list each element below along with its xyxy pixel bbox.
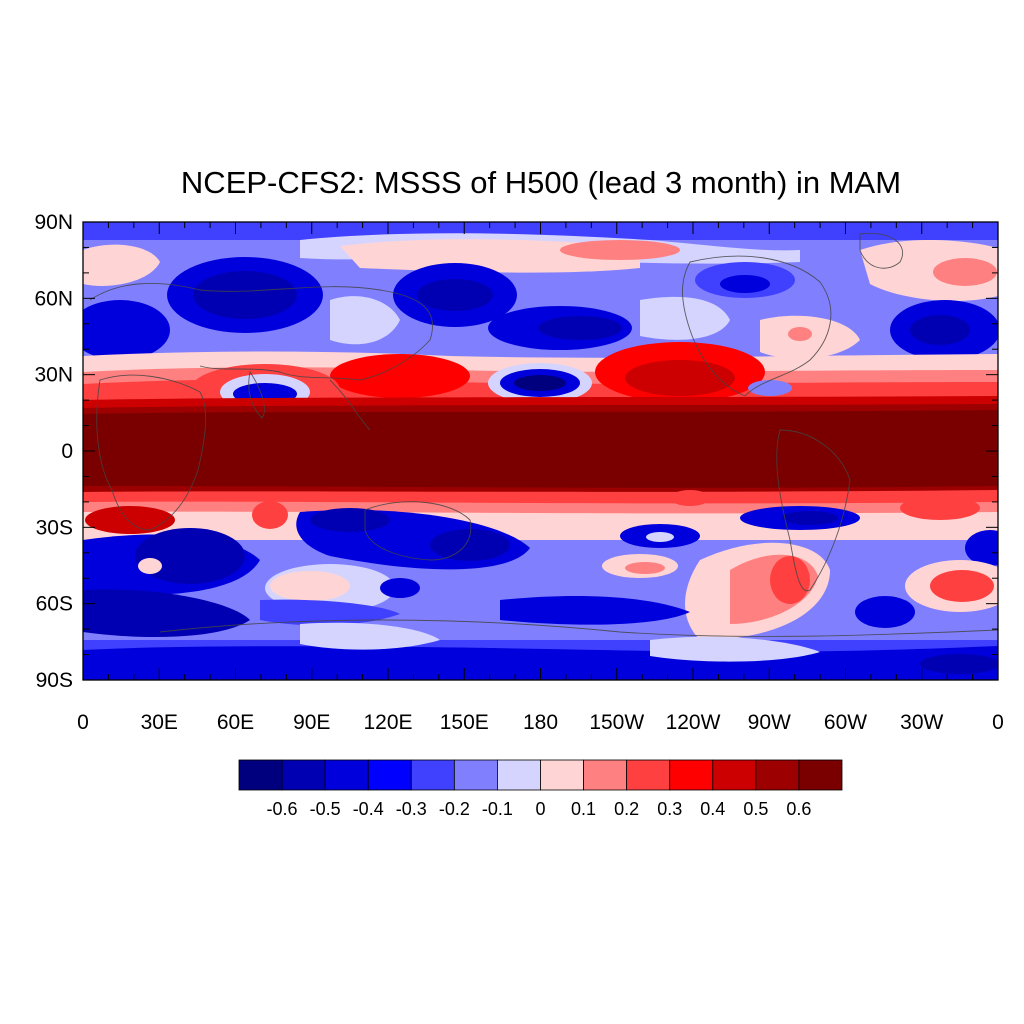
colorbar-label: 0.5	[743, 799, 768, 819]
colorbar-label: 0.4	[700, 799, 725, 819]
colorbar-swatch	[410, 759, 455, 791]
colorbar-swatch	[626, 759, 671, 791]
colorbar-swatch	[497, 759, 541, 791]
latitude-axis: 90N 60N 30N 0 30S 60S 90S	[34, 211, 998, 692]
lat-tick-label: 60N	[34, 287, 73, 310]
coastlines	[89, 232, 998, 637]
lon-tick-label: 90E	[293, 711, 330, 734]
lat-tick-label: 0	[61, 440, 73, 463]
colorbar-swatch	[712, 759, 757, 791]
colorbar-swatch	[755, 759, 800, 791]
colorbar-swatch	[281, 759, 326, 791]
colorbar-label: -0.2	[439, 799, 470, 819]
longitude-axis: 0 30E 60E 90E 120E 150E 180 150W 120W 90W 60W 30W 0	[77, 222, 1004, 734]
colorbar-label: -0.4	[353, 799, 384, 819]
lon-tick-label: 60W	[824, 711, 867, 734]
lon-tick-label: 120E	[363, 711, 412, 734]
colorbar-label: 0.1	[571, 799, 596, 819]
colorbar-swatch	[669, 759, 714, 791]
colorbar-swatch	[453, 759, 498, 791]
colorbar-swatch	[798, 759, 843, 791]
lat-tick-label: 30S	[36, 516, 73, 539]
colorbar-swatch	[367, 759, 412, 791]
map-title: NCEP-CFS2: MSSS of H500 (lead 3 month) i…	[181, 165, 901, 200]
colorbar-label: -0.6	[267, 799, 298, 819]
lon-tick-label: 90W	[748, 711, 791, 734]
lat-tick-label: 60S	[36, 593, 73, 616]
colorbar-swatch	[583, 759, 628, 791]
lon-tick-label: 0	[77, 711, 89, 734]
colorbar-swatch	[324, 759, 369, 791]
lon-tick-label: 180	[523, 711, 558, 734]
lon-tick-label: 60E	[217, 711, 254, 734]
lon-tick-label: 150E	[440, 711, 489, 734]
colorbar-label: 0.6	[786, 799, 811, 819]
lon-tick-label: 120W	[666, 711, 721, 734]
lon-tick-label: 30W	[900, 711, 943, 734]
colorbar-label: -0.3	[396, 799, 427, 819]
colorbar-label: 0	[535, 799, 545, 819]
colorbar-label: 0.3	[657, 799, 682, 819]
colorbar-swatch	[540, 759, 584, 791]
lat-tick-label: 90N	[34, 211, 73, 234]
lon-tick-label: 0	[992, 711, 1004, 734]
colorbar-label: -0.1	[482, 799, 513, 819]
colorbar-label: 0.2	[614, 799, 639, 819]
colorbar-label: -0.5	[310, 799, 341, 819]
colorbar-swatch	[238, 759, 283, 791]
lat-tick-label: 90S	[36, 669, 73, 692]
lon-tick-label: 150W	[589, 711, 644, 734]
lon-tick-label: 30E	[141, 711, 178, 734]
lat-tick-label: 30N	[34, 364, 73, 387]
colorbar: -0.6 -0.5 -0.4 -0.3 -0.2 -0.1 0 0.1 0.2 0.3 0.4 0.5…	[238, 759, 843, 819]
